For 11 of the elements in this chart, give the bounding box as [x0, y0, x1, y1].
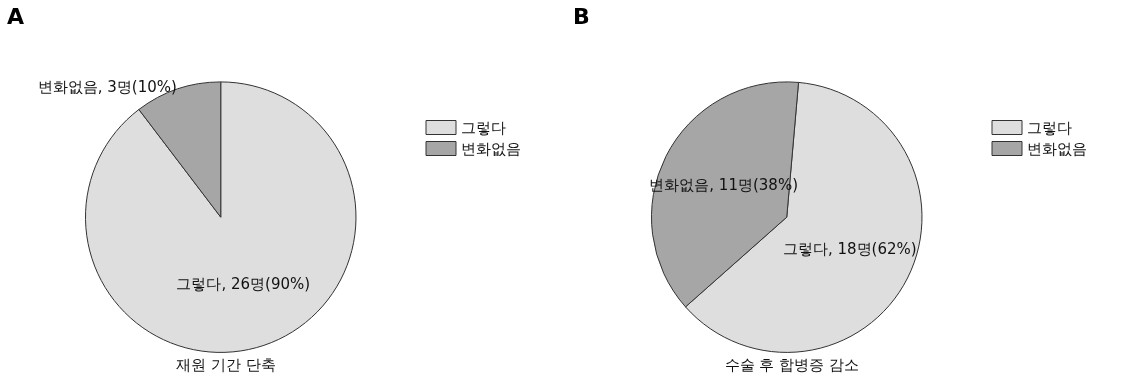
text: 수술 후 합병증 감소 [724, 355, 859, 374]
text: 재원 기간 단축 [175, 355, 276, 374]
legend-label: 변화없음 [1027, 139, 1087, 158]
data-label: 그렇다, 18명(62%) [782, 239, 917, 258]
legend-label: 변화없음 [461, 139, 521, 158]
data-label: 변화없음, 3명(10%) [37, 78, 177, 97]
data-label: 그렇다, 26명(90%) [176, 275, 311, 294]
legend-label: 그렇다 [1027, 118, 1072, 137]
legend-label: 그렇다 [461, 118, 506, 137]
chart-title: A [7, 3, 25, 29]
chart-title: B [573, 3, 590, 29]
